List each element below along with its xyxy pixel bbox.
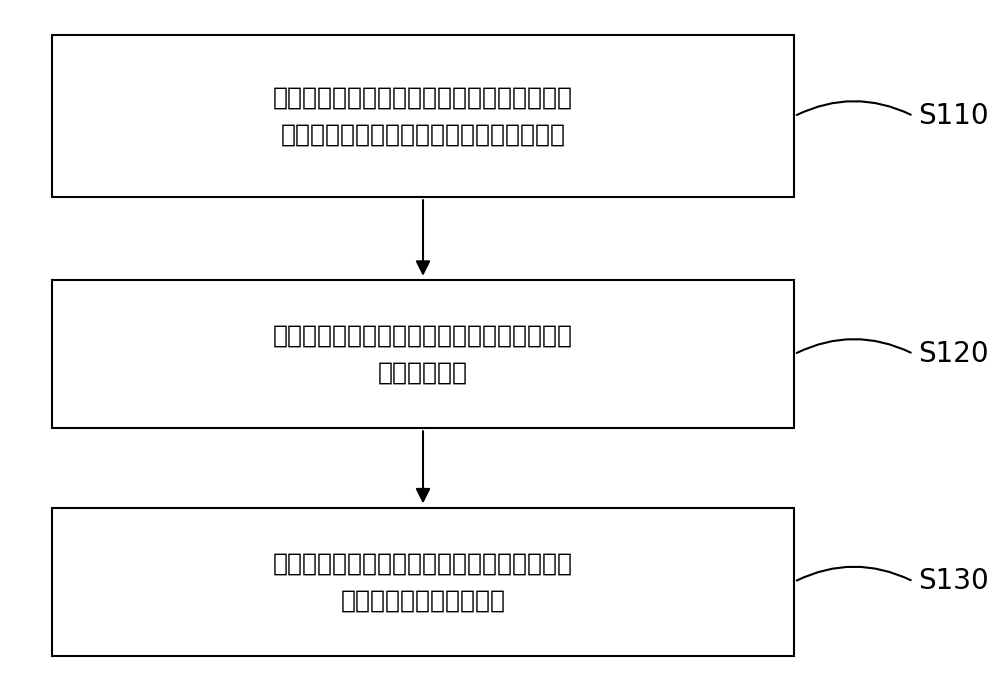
- Bar: [52, 280, 794, 429]
- Bar: [52, 507, 794, 656]
- Text: S120: S120: [918, 340, 989, 368]
- Text: 目标子模块控制器接收标定帧，并保存标定帧
中的地址信息: 目标子模块控制器接收标定帧，并保存标定帧 中的地址信息: [273, 323, 573, 385]
- Text: 目标子模块控制器向阀基控制器发送确认帧表
示目标子模块控制器在线: 目标子模块控制器向阀基控制器发送确认帧表 示目标子模块控制器在线: [273, 551, 573, 612]
- Text: 阀基控制器发送标定帧，使得所述标定帧沿根
据所述路径信息指定的路径到达目标子模块: 阀基控制器发送标定帧，使得所述标定帧沿根 据所述路径信息指定的路径到达目标子模块: [273, 86, 573, 147]
- Bar: [52, 35, 794, 198]
- Text: S130: S130: [918, 567, 989, 595]
- Text: S110: S110: [918, 102, 989, 130]
